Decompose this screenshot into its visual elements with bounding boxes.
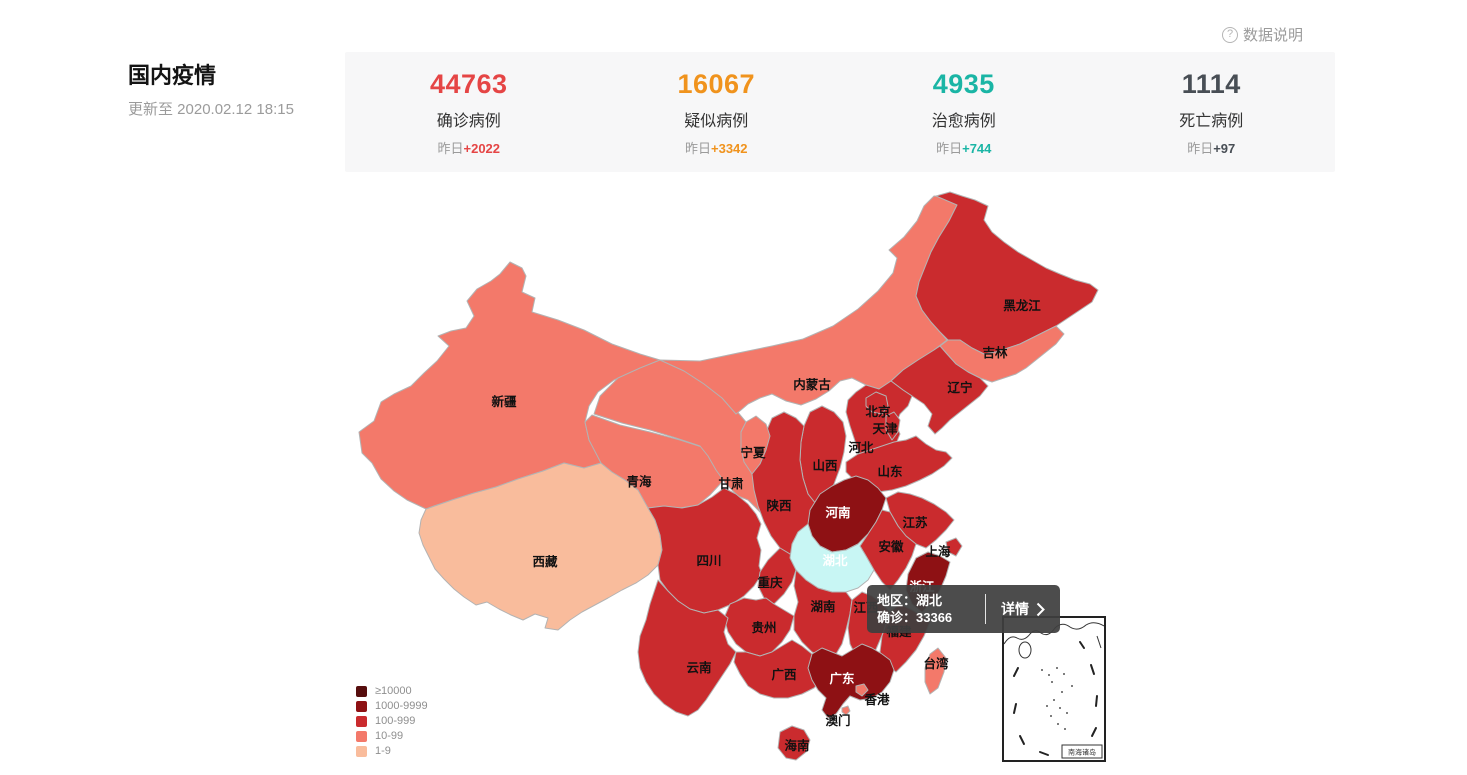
legend-swatch-icon [356, 715, 367, 727]
stat-suspected: 16067 疑似病例昨日+3342 [593, 52, 841, 172]
legend-swatch-icon [356, 700, 367, 712]
stat-death: 1114 死亡病例昨日+97 [1088, 52, 1336, 172]
question-circle-icon: ? [1222, 26, 1238, 43]
legend-row-3: 10-99 [356, 730, 428, 742]
map-legend: ≥10000 1000-9999 100-999 10-99 1-9 [356, 685, 428, 760]
province-tianjin[interactable] [885, 411, 901, 441]
legend-row-0: ≥10000 [356, 685, 428, 697]
legend-swatch-icon [356, 685, 367, 697]
stat-label-cured: 治愈病例 [931, 113, 996, 130]
stat-label-death: 死亡病例 [1179, 113, 1244, 130]
inset-label: 南海诸岛 [1068, 748, 1096, 757]
tooltip-info: 地区：湖北 确诊：33366 [867, 592, 985, 626]
stat-value-death: 1114 [1181, 69, 1241, 99]
stat-value-suspected: 16067 [677, 69, 756, 99]
legend-label: 10-99 [375, 729, 404, 742]
legend-label: 1000-9999 [375, 699, 428, 712]
stat-confirmed: 44763 确诊病例昨日+2022 [345, 52, 593, 172]
stat-label-confirmed: 确诊病例 [436, 113, 501, 130]
inset-nine-dash-line [1013, 641, 1098, 756]
tooltip-region: 地区：湖北 [877, 593, 943, 608]
chevron-right-icon [1036, 602, 1045, 616]
inset-label-box [1061, 744, 1103, 759]
legend-label: 100-999 [375, 714, 416, 727]
tooltip-details-label: 详情 [1001, 601, 1029, 617]
province-beijing[interactable] [865, 391, 889, 415]
tooltip-details-button[interactable]: 详情 [986, 599, 1060, 619]
province-guizhou[interactable] [723, 597, 795, 657]
province-hubei[interactable] [789, 523, 875, 593]
page-title: 国内疫情 [128, 63, 217, 88]
tooltip-divider [985, 594, 986, 624]
inset-map-svg: 南海诸岛 [1003, 622, 1105, 759]
province-yunnan[interactable] [637, 579, 737, 717]
province-xizang[interactable] [418, 462, 663, 631]
stat-delta-suspected: 昨日+3342 [684, 141, 748, 156]
legend-swatch-icon [356, 745, 367, 757]
legend-label: 1-9 [375, 744, 391, 757]
legend-row-4: 1-9 [356, 745, 428, 757]
stat-value-confirmed: 44763 [429, 69, 508, 99]
inset-islands-dots [1041, 667, 1073, 730]
province-macau[interactable] [841, 705, 851, 716]
province-taiwan[interactable] [924, 647, 947, 695]
province-hunan[interactable] [793, 569, 853, 659]
data-note-label: 数据说明 [1243, 27, 1304, 44]
data-note-link[interactable]: ? 数据说明 [1222, 24, 1303, 45]
update-time: 更新至 2020.02.12 18:15 [128, 101, 294, 118]
stat-label-suspected: 疑似病例 [684, 113, 749, 130]
china-map: 新疆 西藏 青海 甘肃 内蒙古 黑龙江 吉林 辽宁 河北 北京 天津 山西 山东 陕西 宁夏 河南 江苏 安徽 上海… [345, 190, 1115, 775]
province-ningxia[interactable] [740, 415, 771, 475]
stat-value-cured: 4935 [932, 69, 995, 99]
province-hongkong[interactable] [855, 683, 869, 697]
province-guangdong[interactable] [807, 643, 895, 719]
south-china-sea-inset: 南海诸岛 [1002, 616, 1106, 762]
stat-cured: 4935 治愈病例昨日+744 [840, 52, 1088, 172]
legend-row-2: 100-999 [356, 715, 428, 727]
province-sichuan[interactable] [647, 487, 763, 614]
province-hainan[interactable] [777, 725, 811, 761]
inset-hainan-island [1018, 641, 1032, 659]
legend-swatch-icon [356, 730, 367, 742]
legend-label: ≥10000 [375, 684, 412, 697]
stats-panel: 44763 确诊病例昨日+2022 16067 疑似病例昨日+3342 4935 治愈病例… [345, 52, 1335, 172]
province-shanghai[interactable] [945, 537, 963, 557]
stat-delta-death: 昨日+97 [1187, 141, 1236, 156]
province-liaoning[interactable] [890, 345, 989, 435]
stat-delta-cured: 昨日+744 [936, 141, 992, 156]
legend-row-1: 1000-9999 [356, 700, 428, 712]
stat-delta-confirmed: 昨日+2022 [437, 141, 501, 156]
inset-taiwan-edge [1096, 635, 1102, 649]
province-tooltip: 地区：湖北 确诊：33366 详情 [867, 585, 1060, 633]
inset-coastline [1003, 622, 1105, 645]
tooltip-confirmed: 确诊：33366 [877, 610, 953, 625]
